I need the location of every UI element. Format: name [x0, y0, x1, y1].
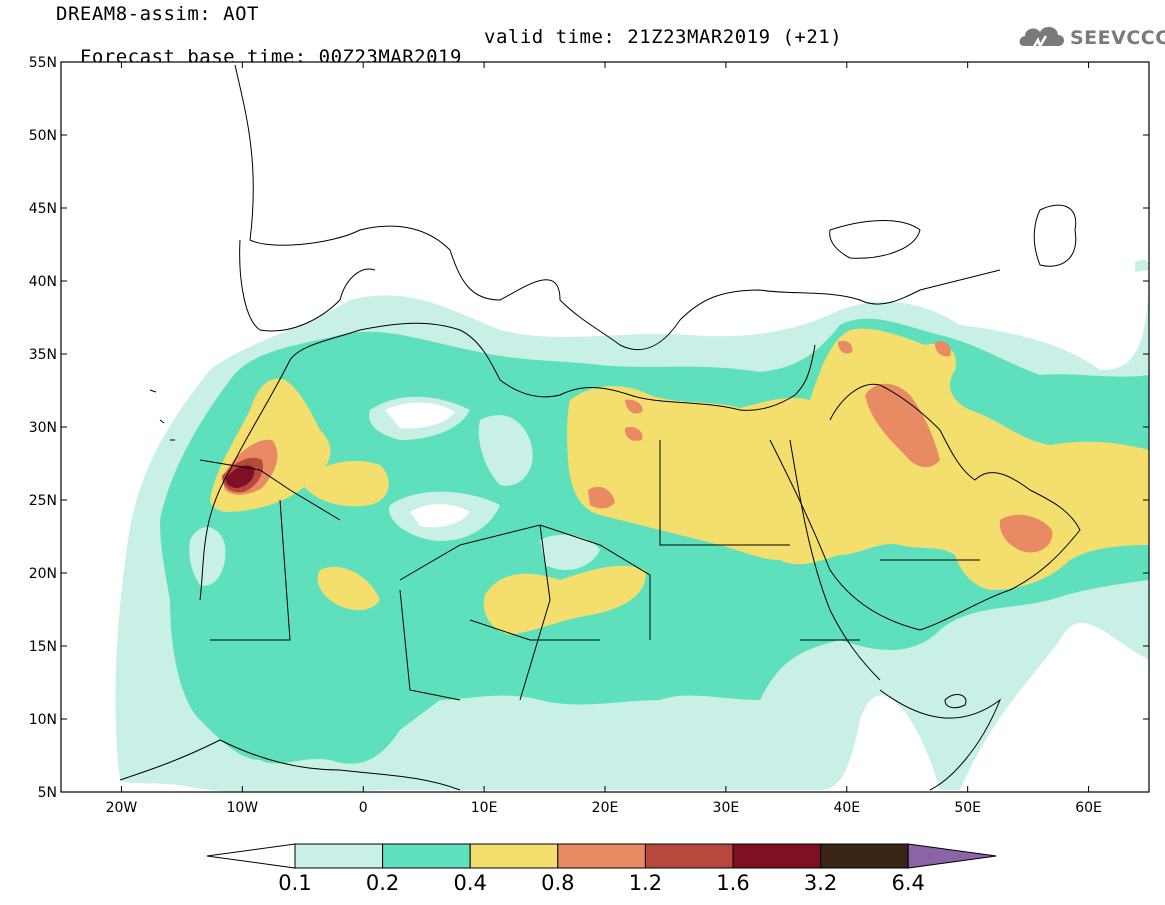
colorbar-label: 1.6	[716, 871, 749, 895]
lon-tick-label: 40E	[833, 800, 860, 816]
colorbar-label: 6.4	[891, 871, 924, 895]
cloud-icon	[1019, 26, 1064, 51]
latitude-axis: 5N 10N 15N 20N 25N 30N 35N 40N 45N 50N 55N	[29, 55, 1149, 801]
lon-tick-label: 30E	[713, 800, 740, 816]
lon-tick-label: 10E	[471, 800, 498, 816]
lat-tick-label: 25N	[29, 493, 57, 509]
colorbar-label: 0.8	[541, 871, 574, 895]
longitude-axis: 20W 10W 0 10E 20E 30E 40E 50E 60E	[106, 62, 1102, 816]
lon-tick-label: 10W	[226, 800, 258, 816]
seevccc-logo: SEEVCCC	[1018, 22, 1165, 56]
colorbar-label: 0.4	[453, 871, 486, 895]
lat-tick-label: 55N	[29, 55, 57, 71]
lon-tick-label: 20W	[106, 800, 138, 816]
logo-text: SEEVCCC	[1070, 27, 1165, 49]
lat-tick-label: 20N	[29, 566, 57, 582]
colorbar-label: 0.2	[366, 871, 399, 895]
colorbar-swatch	[382, 843, 471, 869]
aot-field	[61, 62, 1149, 792]
lat-tick-label: 45N	[29, 201, 57, 217]
colorbar-label: 0.1	[278, 871, 311, 895]
aot-contour-1.6	[225, 465, 255, 488]
lon-tick-label: 0	[359, 800, 368, 816]
colorbar-swatch	[732, 843, 822, 869]
colorbar-swatch	[820, 843, 909, 869]
colorbar: 0.1 0.2 0.4 0.8 1.2 1.6 3.2 6.4	[206, 843, 997, 895]
lat-tick-label: 15N	[29, 639, 57, 655]
lon-tick-label: 20E	[592, 800, 619, 816]
lat-tick-label: 5N	[38, 785, 57, 801]
colorbar-under-arrow	[206, 843, 296, 869]
colorbar-over-arrow	[907, 843, 997, 869]
lat-tick-label: 10N	[29, 712, 57, 728]
lon-tick-label: 60E	[1075, 800, 1102, 816]
valid-time-label: valid time: 21Z23MAR2019 (+21)	[484, 26, 843, 48]
colorbar-swatch	[294, 843, 384, 869]
colorbar-label: 1.2	[629, 871, 662, 895]
map-title: DREAM8-assim: AOT	[56, 3, 259, 25]
lat-tick-label: 30N	[29, 420, 57, 436]
coastlines	[119, 64, 1081, 791]
colorbar-label: 3.2	[804, 871, 837, 895]
colorbar-swatch	[469, 843, 559, 869]
lat-tick-label: 40N	[29, 274, 57, 290]
colorbar-swatch	[557, 843, 646, 869]
colorbar-swatch	[644, 843, 734, 869]
lat-tick-label: 35N	[29, 347, 57, 363]
lon-tick-label: 50E	[954, 800, 981, 816]
lat-tick-label: 50N	[29, 128, 57, 144]
